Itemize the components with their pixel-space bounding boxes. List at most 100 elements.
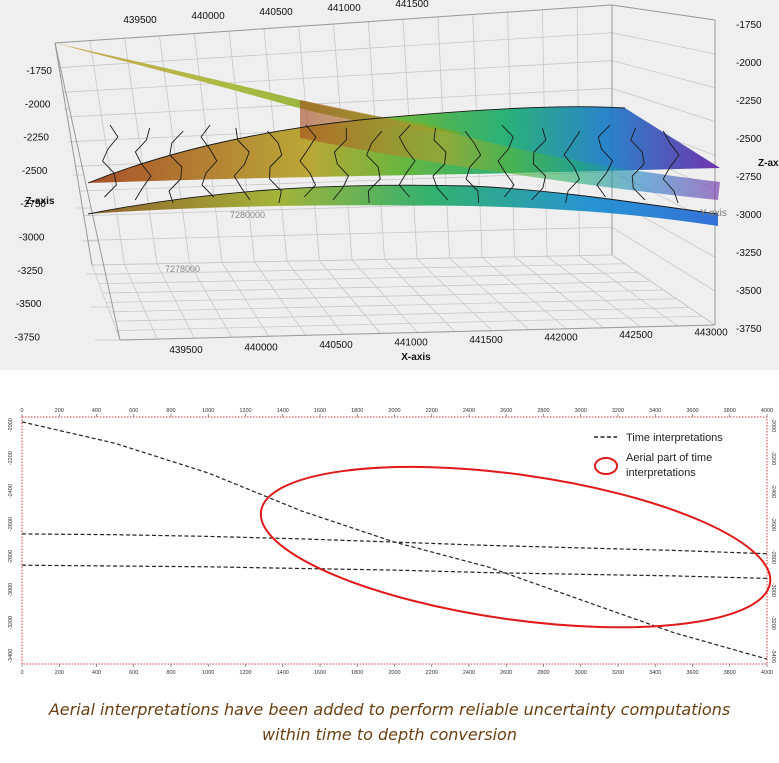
x-tick-label-bottom: 2800 <box>537 670 549 676</box>
x-tick-label-top: 4000 <box>761 408 773 414</box>
x-tick-label-bottom: 4000 <box>761 670 773 676</box>
contour-line <box>366 130 383 204</box>
z-tick-left: -3000 <box>19 233 45 244</box>
contour-lines <box>87 106 719 215</box>
x-tick-label-bottom: 3800 <box>724 670 736 676</box>
x-tick-label-top: 0 <box>20 408 23 414</box>
grid-line <box>611 60 716 89</box>
aerial-highlight-ellipse <box>259 465 772 629</box>
contour-line <box>464 130 482 204</box>
grid-line <box>98 272 638 285</box>
plot-frame <box>21 416 768 665</box>
contour-edge <box>87 106 626 184</box>
x-tick-label-top: 400 <box>92 408 101 414</box>
z-tick-right: -2500 <box>736 134 762 145</box>
grid-line <box>611 226 716 292</box>
contour-edge <box>87 184 719 215</box>
grid-line <box>63 60 613 93</box>
x-tick-label-bottom: 0 <box>20 670 23 676</box>
x-tick-label-bottom: 400 <box>92 670 101 676</box>
x-tick-label-bottom: 3000 <box>575 670 587 676</box>
caption-line-1: Aerial interpretations have been added t… <box>48 700 731 719</box>
z-tick-right: -1750 <box>736 20 762 31</box>
z-axis-label-left: Z-axis <box>26 196 55 207</box>
y-tick-label-right: -2600 <box>770 517 776 531</box>
z-tick-left: -3750 <box>14 332 40 343</box>
contour-line <box>266 130 283 204</box>
x-tick-label-top: 1400 <box>277 408 289 414</box>
contour-line <box>563 130 581 204</box>
x-tick-bottom: 442500 <box>619 330 653 341</box>
grid-line <box>87 226 613 241</box>
x-tick-label-bottom: 2600 <box>500 670 512 676</box>
z-tick-right: -3250 <box>736 248 762 259</box>
y-tick-label-left: -2600 <box>8 517 14 531</box>
z-tick-left: -2750 <box>20 199 46 210</box>
surface-3d-svg: 439500 440000 440500 441000 441500 442000 4425… <box>14 0 779 363</box>
time-interpretation-chart: 0 200 400 600 800 1000 1200 1400 1600 1800 2000 220… <box>0 395 779 685</box>
x-tick-label-top: 2800 <box>537 408 549 414</box>
x-tick-label-top: 1000 <box>202 408 214 414</box>
y-tick-label-left: -3000 <box>8 583 14 597</box>
x-tick-label-bottom: 600 <box>129 670 138 676</box>
y-tick-label-left: -3200 <box>8 616 14 630</box>
x-tick-label-top: 800 <box>166 408 175 414</box>
y-tick: 7278000 <box>165 264 200 274</box>
y-ticks-left: -2000 -2200 -2400 -2600 -2800 -3000 -3200 -3400 <box>8 418 14 663</box>
y-tick-label-left: -2200 <box>8 451 14 465</box>
y-tick-label-right: -2800 <box>770 550 776 564</box>
x-axis-label: X-axis <box>401 352 431 363</box>
legend-ellipse-swatch <box>594 457 618 475</box>
x-ticks-top: 0 200 400 600 800 1000 1200 1400 1600 1800 2000 220… <box>20 408 773 417</box>
z-tick-left: -1750 <box>26 66 52 77</box>
legend: Time interpretations Aerial part of time… <box>594 432 723 479</box>
x-tick-label-top: 3400 <box>649 408 661 414</box>
box-edge <box>611 4 716 21</box>
x-tick-label-top: 3200 <box>612 408 624 414</box>
x-tick-label-bottom: 2200 <box>426 670 438 676</box>
contour-line <box>168 130 184 204</box>
x-tick-top: 439500 <box>123 15 157 26</box>
x-ticks-bottom: 0 200 400 600 800 1000 1200 1400 1600 1800 2000 220… <box>20 664 773 676</box>
contour-line <box>332 128 350 201</box>
legend-line-label: Time interpretations <box>626 432 723 444</box>
box-edge <box>54 42 121 341</box>
x-tick-label-top: 2200 <box>426 408 438 414</box>
z-tick-left: -2000 <box>25 99 51 110</box>
x-tick-label-bottom: 3400 <box>649 670 661 676</box>
y-ticks-right: -2000 -2200 -2400 -2600 -2800 -3000 -3200 -3400 <box>770 418 776 663</box>
y-tick-label-right: -2200 <box>770 451 776 465</box>
x-tick-bottom: 439500 <box>169 345 203 356</box>
z-tick-left: -2250 <box>23 133 49 144</box>
y-tick-label-right: -3200 <box>770 616 776 630</box>
grid-line <box>102 280 651 294</box>
grid-line <box>611 87 716 123</box>
z-tick-right: -2000 <box>736 58 762 69</box>
3d-tick-labels: 439500 440000 440500 441000 441500 442000 4425… <box>14 0 762 356</box>
x-tick-label-bottom: 2000 <box>388 670 400 676</box>
x-tick-label-top: 3600 <box>686 408 698 414</box>
surface-top <box>55 43 720 200</box>
time-interpretation-line <box>21 564 768 579</box>
x-tick-label-top: 2600 <box>500 408 512 414</box>
surface-deep <box>88 185 718 226</box>
contour-line <box>102 124 119 198</box>
grid-line <box>59 32 613 69</box>
x-tick-label-top: 3800 <box>724 408 736 414</box>
y-tick-label-left: -2400 <box>8 484 14 498</box>
x-tick-label-bottom: 800 <box>166 670 175 676</box>
x-tick-label-bottom: 3600 <box>686 670 698 676</box>
z-tick-right: -2750 <box>736 172 762 183</box>
grid-line <box>159 35 190 264</box>
grid-line <box>116 315 703 332</box>
contour-line <box>596 124 614 198</box>
y-tick-label-right: -3000 <box>770 583 776 597</box>
x-tick-bottom: 440500 <box>319 340 353 351</box>
y-tick-label-left: -2000 <box>8 418 14 432</box>
x-tick-label-top: 1200 <box>239 408 251 414</box>
box-edge <box>54 42 93 266</box>
legend-ellipse-label-2: interpretations <box>626 467 696 479</box>
series-group <box>21 421 768 660</box>
x-tick-label-bottom: 200 <box>55 670 64 676</box>
figure-caption: Aerial interpretations have been added t… <box>0 697 779 747</box>
